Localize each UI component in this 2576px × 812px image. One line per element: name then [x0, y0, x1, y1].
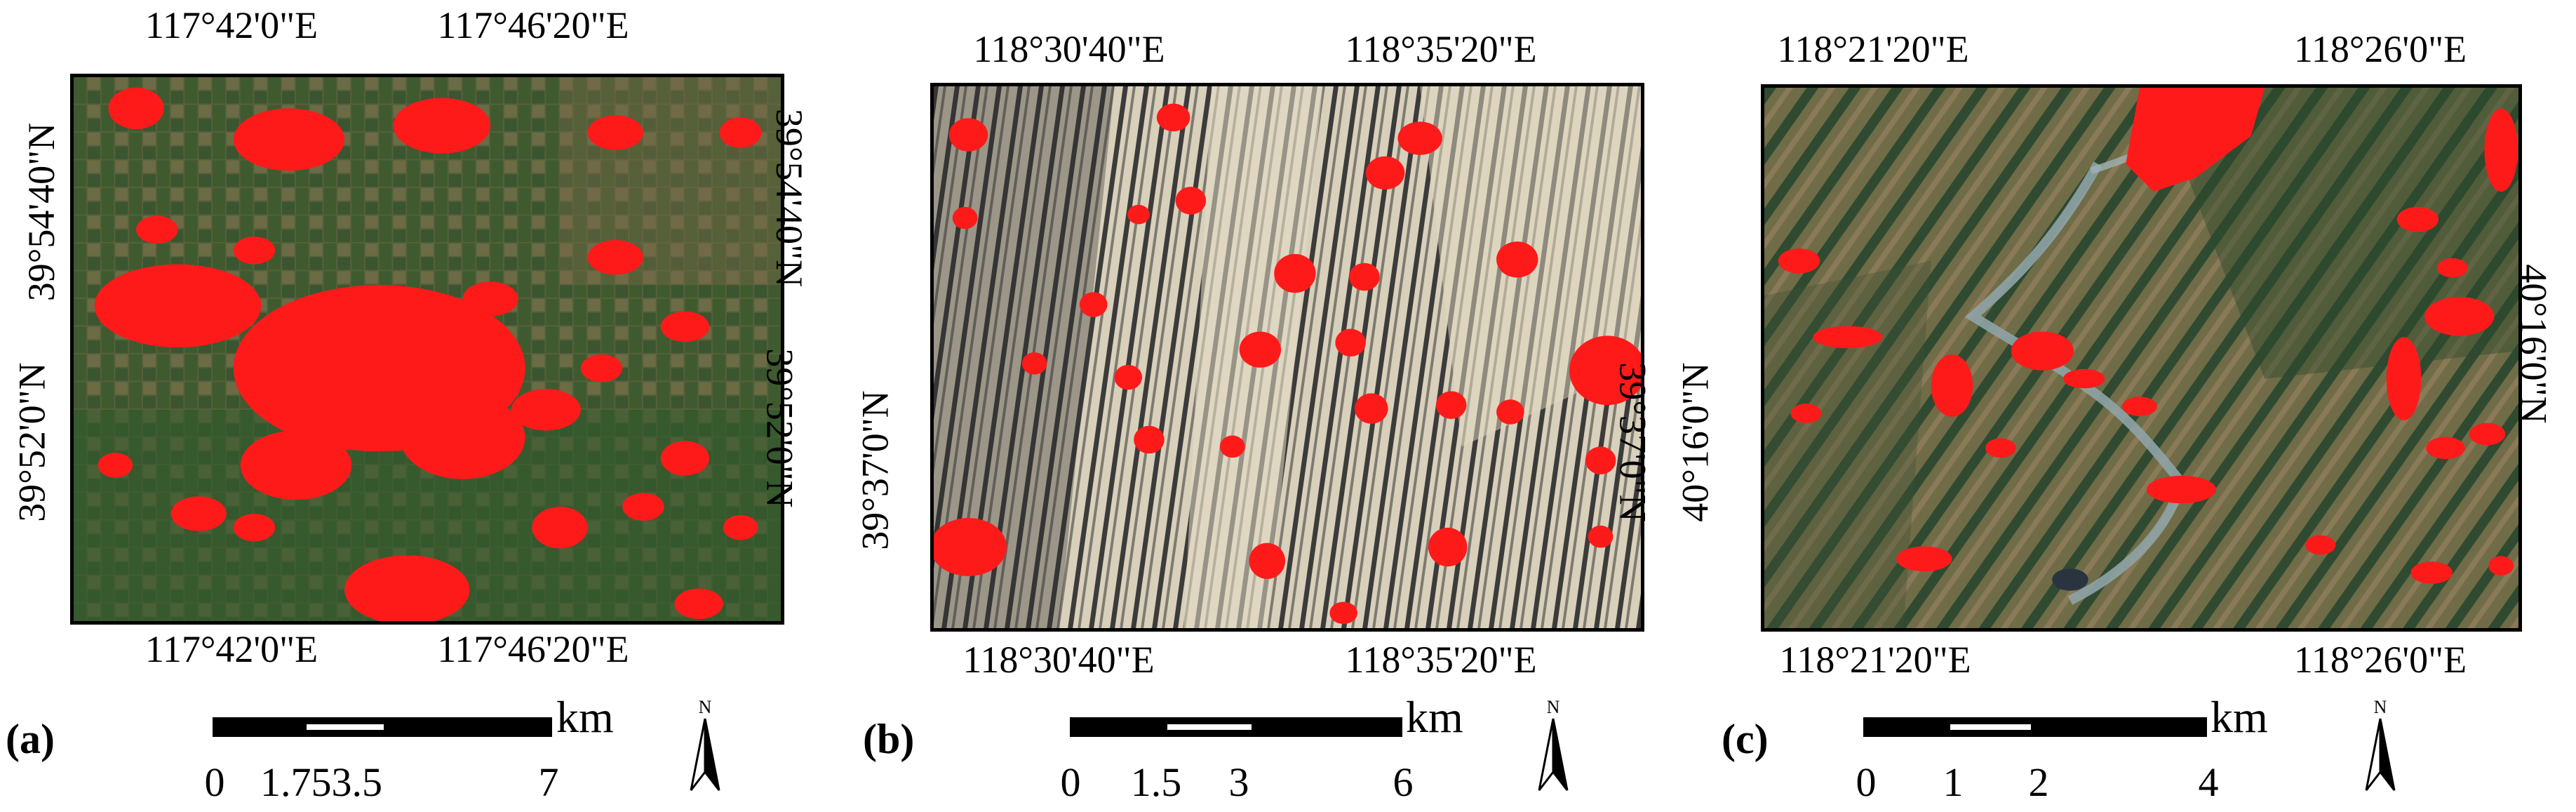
satellite-map-b — [930, 83, 1644, 632]
panel-a: 117°42'0"E 117°46'20"E 39°54'40"N 39°52'… — [0, 0, 859, 812]
north-label: N — [699, 697, 712, 717]
scale-tick: 3 — [1228, 759, 1249, 805]
satellite-map-c — [1761, 84, 2522, 632]
scale-tick: 1.753.5 — [260, 759, 382, 805]
lat-label-right: 39°52'0"N — [758, 348, 801, 508]
lon-label-top: 117°42'0"E — [145, 4, 318, 46]
map-image-b — [934, 86, 1641, 628]
lon-label-bottom: 117°46'20"E — [437, 628, 629, 670]
satellite-map-a — [70, 74, 784, 625]
lat-label-left: 40°16'0"N — [1674, 362, 1717, 522]
lon-label-top: 118°35'20"E — [1345, 28, 1537, 70]
panel-letter-b: (b) — [863, 716, 915, 762]
lon-label-top: 118°30'40"E — [973, 28, 1165, 70]
panel-b: 118°30'40"E 118°35'20"E 39°37'0"N — [854, 0, 1717, 812]
panel-letter-a: (a) — [6, 716, 55, 762]
lat-label-right: 39°37'0"N — [1611, 362, 1654, 522]
scale-tick: 7 — [538, 759, 559, 805]
panel-letter-c: (c) — [1722, 716, 1769, 762]
north-arrow-icon: N — [2365, 697, 2396, 791]
scale-tick: 0 — [1856, 759, 1877, 805]
scale-bar-b — [1070, 717, 1402, 737]
scale-tick: 1 — [1943, 759, 1964, 805]
lon-label-top: 118°21'20"E — [1777, 28, 1969, 70]
lon-label-top: 117°46'20"E — [437, 4, 629, 46]
lon-label-bottom: 118°26'0"E — [2293, 639, 2467, 681]
north-arrow-icon: N — [690, 697, 720, 791]
scale-unit-b: km — [1406, 692, 1463, 742]
north-arrow-icon: N — [1538, 697, 1569, 791]
lon-label-bottom: 118°30'40"E — [962, 639, 1155, 681]
panel-c: 118°21'20"E 118°26'0"E 40°16'0"N — [1675, 0, 2576, 812]
map-image-a — [74, 77, 781, 621]
map-image-c — [1764, 88, 2518, 628]
lon-label-bottom: 118°35'20"E — [1345, 639, 1537, 681]
lon-label-bottom: 118°21'20"E — [1779, 639, 1971, 681]
lon-label-top: 118°26'0"E — [2293, 28, 2467, 70]
scale-tick: 0 — [204, 759, 225, 805]
scale-tick: 6 — [1393, 759, 1414, 805]
scale-bar-c — [1863, 717, 2207, 737]
scale-tick: 0 — [1060, 759, 1081, 805]
scale-unit-a: km — [556, 692, 614, 742]
lat-label-left: 39°54'40"N — [20, 122, 63, 302]
lon-label-bottom: 117°42'0"E — [145, 628, 318, 670]
lat-label-right: 40°16'0"N — [2512, 264, 2555, 424]
scale-unit-c: km — [2211, 692, 2268, 742]
scale-tick: 4 — [2198, 759, 2219, 805]
lat-label-left: 39°37'0"N — [854, 390, 897, 550]
scale-tick: 2 — [2028, 759, 2049, 805]
lat-label-right: 39°54'40"N — [768, 108, 811, 288]
scale-bar-a — [213, 717, 552, 737]
north-label: N — [2374, 697, 2387, 717]
scale-tick: 1.5 — [1130, 759, 1182, 805]
lat-label-left: 39°52'0"N — [11, 362, 53, 522]
north-label: N — [1547, 697, 1560, 717]
